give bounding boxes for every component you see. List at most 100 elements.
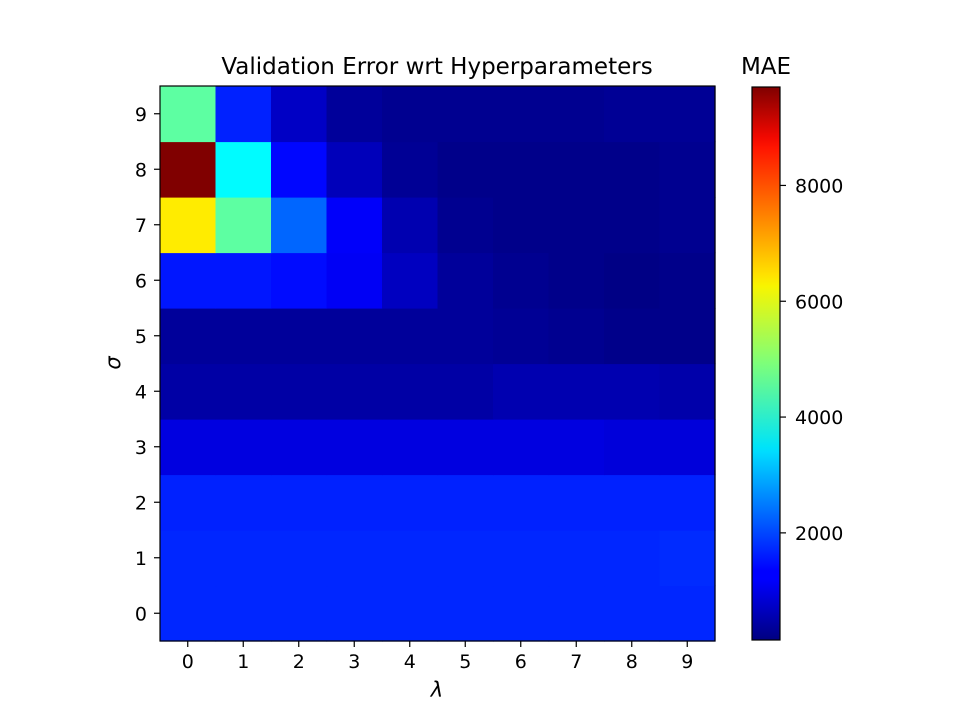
heatmap-cell (215, 530, 272, 587)
heatmap-cell (659, 86, 716, 143)
heatmap-cell (659, 197, 716, 254)
heatmap-cell (659, 141, 716, 198)
heatmap-cell (548, 252, 605, 309)
heatmap-cell (493, 530, 550, 587)
heatmap-cell (160, 141, 217, 198)
heatmap-cell (604, 530, 661, 587)
heatmap-cell (326, 141, 383, 198)
y-axis-ticks: 0 1 2 3 4 5 6 7 8 9 (135, 104, 160, 625)
heatmap-cell (160, 419, 217, 476)
chart-title: Validation Error wrt Hyperparameters (221, 54, 652, 80)
heatmap-cell (326, 474, 383, 531)
x-tick-label: 2 (293, 651, 305, 673)
colorbar-title: MAE (741, 54, 791, 80)
x-tick-label: 8 (626, 651, 638, 673)
heatmap-cell (493, 252, 550, 309)
x-tick-label: 9 (681, 651, 693, 673)
heatmap-cell (604, 141, 661, 198)
x-tick-label: 5 (459, 651, 471, 673)
heatmap-cell (215, 197, 272, 254)
x-axis-label: λ (430, 678, 443, 702)
heatmap-cell (493, 585, 550, 642)
heatmap-cell (326, 419, 383, 476)
heatmap-cell (382, 308, 439, 365)
heatmap-cell (437, 363, 494, 420)
y-tick-label: 3 (135, 437, 147, 459)
heatmap-cell (160, 585, 217, 642)
heatmap-cell (659, 308, 716, 365)
heatmap-cell (604, 474, 661, 531)
heatmap-cell (437, 141, 494, 198)
heatmap-cell (548, 308, 605, 365)
heatmap-cell (160, 252, 217, 309)
heatmap-cell (326, 86, 383, 143)
y-tick-label: 9 (135, 104, 147, 126)
heatmap-cell (215, 585, 272, 642)
heatmap-cell (548, 86, 605, 143)
y-tick-label: 4 (135, 381, 147, 403)
y-tick-label: 5 (135, 326, 147, 348)
heatmap-cell (215, 474, 272, 531)
heatmap-cell (548, 363, 605, 420)
heatmap-cell (160, 197, 217, 254)
colorbar-tick-label: 4000 (795, 407, 843, 429)
x-tick-label: 4 (404, 651, 416, 673)
heatmap-cell (326, 252, 383, 309)
y-tick-label: 7 (135, 215, 147, 237)
heatmap-cell (493, 308, 550, 365)
heatmap-cell (271, 530, 328, 587)
heatmap-cell (659, 252, 716, 309)
heatmap-cell (326, 197, 383, 254)
heatmap-cell (659, 585, 716, 642)
heatmap-cell (382, 419, 439, 476)
heatmap-cell (382, 474, 439, 531)
heatmap-cell (382, 197, 439, 254)
heatmap-cell (382, 585, 439, 642)
heatmap-cell (604, 363, 661, 420)
heatmap-cell (382, 86, 439, 143)
heatmap-cell (271, 197, 328, 254)
colorbar-tick-label: 6000 (795, 291, 843, 313)
heatmap-cell (493, 141, 550, 198)
colorbar-tick-label: 8000 (795, 175, 843, 197)
heatmap-cell (437, 419, 494, 476)
heatmap-cell (493, 474, 550, 531)
colorbar (751, 86, 781, 641)
y-axis-label: σ (101, 356, 125, 370)
heatmap-cell (548, 419, 605, 476)
heatmap-cell (271, 141, 328, 198)
heatmap-cell (215, 308, 272, 365)
heatmap-cell (659, 474, 716, 531)
plot-frame (159, 85, 716, 642)
heatmap-cell (215, 363, 272, 420)
heatmap-cell (271, 86, 328, 143)
heatmap-cell (382, 363, 439, 420)
x-tick-label: 3 (348, 651, 360, 673)
heatmap-cell (326, 308, 383, 365)
heatmap-cell (604, 585, 661, 642)
heatmap-cell (604, 197, 661, 254)
y-tick-label: 0 (135, 603, 147, 625)
y-tick-label: 8 (135, 159, 147, 181)
x-axis-ticks: 0 1 2 3 4 5 6 7 8 9 (182, 641, 693, 673)
heatmap-cell (437, 530, 494, 587)
heatmap-cell (493, 363, 550, 420)
heatmap-cell (604, 86, 661, 143)
heatmap-cell (215, 419, 272, 476)
x-tick-label: 1 (237, 651, 249, 673)
heatmap-cell (493, 419, 550, 476)
heatmap-cell (548, 585, 605, 642)
heatmap-cell (215, 86, 272, 143)
heatmap-cell (271, 363, 328, 420)
heatmap-cell (271, 308, 328, 365)
y-tick-label: 6 (135, 270, 147, 292)
heatmap-cell (493, 86, 550, 143)
heatmap-cell (659, 363, 716, 420)
heatmap-cell (326, 363, 383, 420)
x-tick-label: 6 (515, 651, 527, 673)
heatmap-cell (382, 252, 439, 309)
heatmap-cell (160, 308, 217, 365)
heatmap-cell (215, 141, 272, 198)
heatmap-cell (604, 308, 661, 365)
